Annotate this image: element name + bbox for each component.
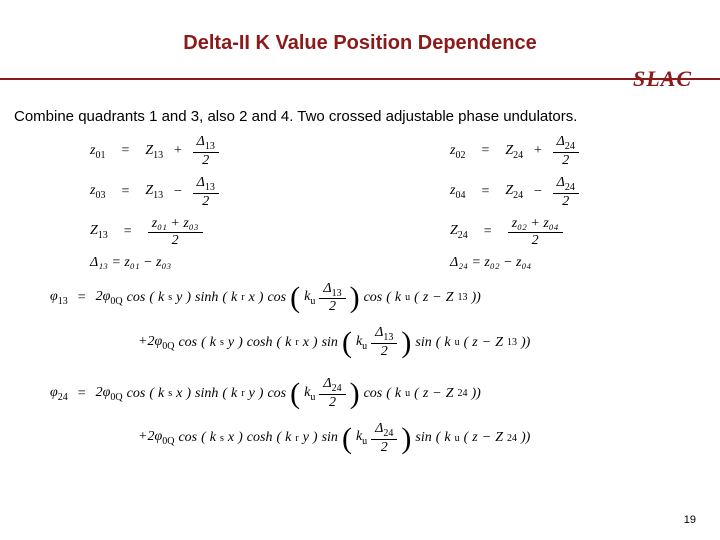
eq-phi24-line2: +2φ0Q cos(ksx) cosh(kry) sin ( ku Δ242 )…: [138, 421, 680, 456]
eq-phi24-line1: φ24 = 2φ0Q cos(ksx) sinh(kry) cos ( ku Δ…: [50, 376, 680, 411]
page-title: Delta-II K Value Position Dependence: [183, 32, 536, 55]
eq-z02: z02 = Z24 + Δ242: [450, 134, 650, 169]
page-number: 19: [684, 514, 696, 526]
eq-D24diff: Δ₂₄ = z₀₂ − z₀₄: [450, 255, 650, 271]
eq-D13diff: Δ₁₃ = z₀₁ − z₀₃: [90, 255, 290, 271]
equations-block: z01 = Z13 + Δ132 z02 = Z24 + Δ242 z03 = …: [90, 134, 680, 458]
eq-Z13avg: Z13 = z₀₁ + z₀₃2: [90, 216, 290, 249]
eq-phi13-line1: φ13 = 2φ0Q cos(ksy) sinh(krx) cos ( ku Δ…: [50, 281, 680, 316]
eq-z04: z04 = Z24 − Δ242: [450, 175, 650, 210]
title-rule: SLAC: [0, 72, 720, 100]
slac-logo: SLAC: [633, 66, 692, 92]
eq-Z24avg: Z24 = z₀₂ + z₀₄2: [450, 216, 650, 249]
eq-phi13-line2: +2φ0Q cos(ksy) cosh(krx) sin ( ku Δ132 )…: [138, 325, 680, 360]
rule-line: [0, 78, 720, 80]
intro-text: Combine quadrants 1 and 3, also 2 and 4.…: [14, 108, 577, 125]
eq-z03: z03 = Z13 − Δ132: [90, 175, 290, 210]
eq-z01: z01 = Z13 + Δ132: [90, 134, 290, 169]
